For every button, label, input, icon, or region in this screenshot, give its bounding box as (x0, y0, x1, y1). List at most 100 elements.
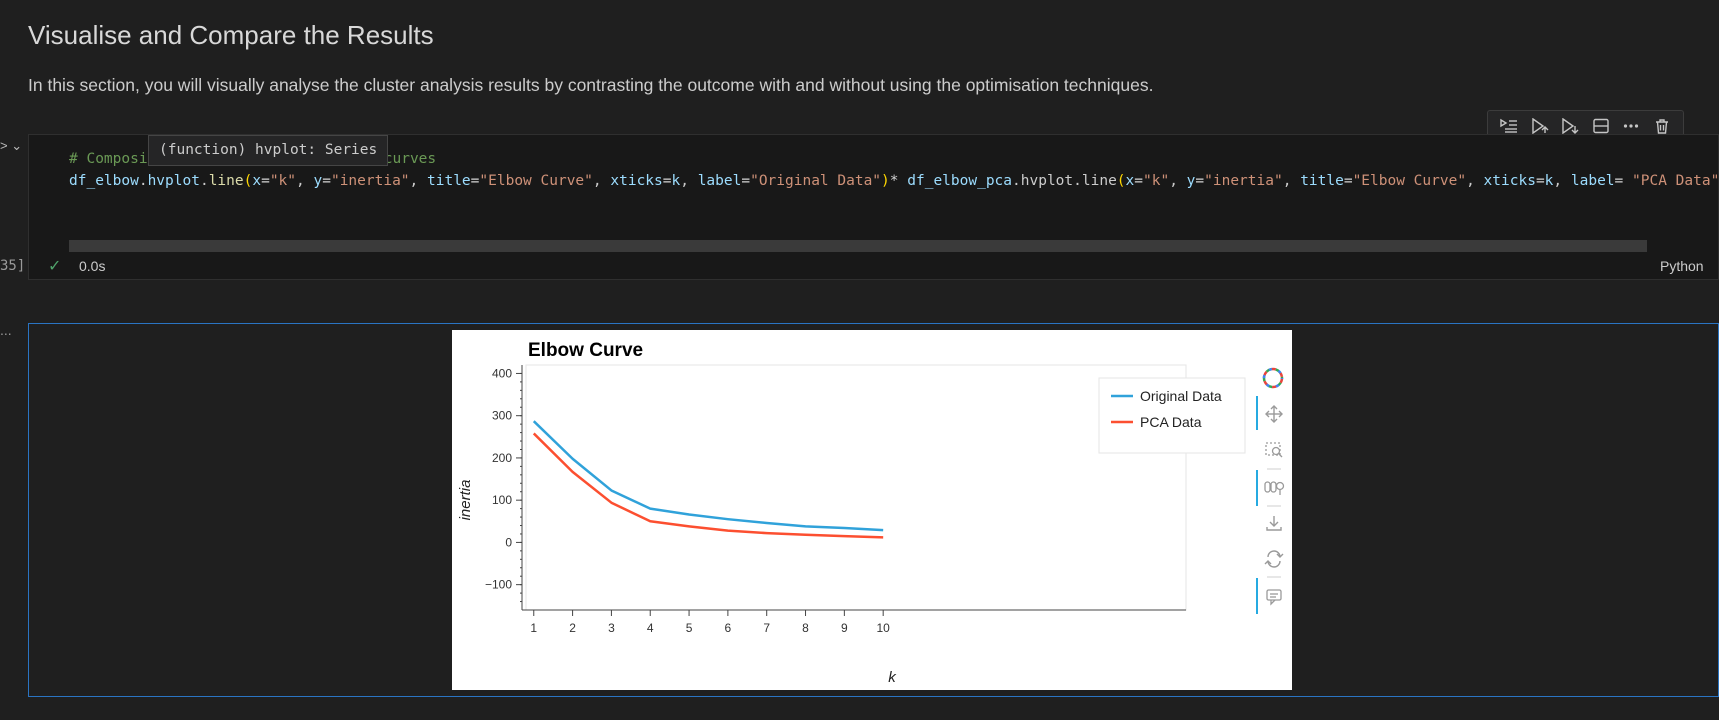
code-token: , (409, 173, 428, 189)
code-token: , (1169, 173, 1187, 189)
more-icon[interactable] (1619, 115, 1643, 137)
code-token: . (199, 173, 209, 189)
x-tick-label: 8 (802, 621, 809, 635)
code-token: df_elbow (69, 173, 139, 189)
y-tick-label: 0 (505, 535, 512, 549)
cell-collapse-chevron-icon[interactable]: > ⌄ (0, 138, 23, 153)
x-tick-label: 6 (725, 621, 732, 635)
execution-count: 35] (0, 258, 26, 274)
chart-axes: −100 0 100 200 300 400 1 2 3 4 5 6 7 8 9 10 (485, 364, 1187, 635)
code-token: , (1282, 173, 1301, 189)
code-token: , (296, 173, 314, 189)
delete-icon[interactable] (1650, 115, 1674, 137)
code-token: , (680, 173, 698, 189)
hover-tooltip: (function) hvplot: Series (148, 135, 389, 166)
bokeh-logo-icon[interactable] (1262, 367, 1284, 389)
y-tick-label: 300 (492, 409, 512, 423)
y-tick-label: −100 (485, 578, 512, 592)
execution-time: 0.0s (79, 258, 106, 274)
plot-container[interactable]: Elbow Curve −100 0 100 200 300 400 1 2 3 4 5 6 7 8 9 10… (452, 330, 1292, 690)
code-line-2: df_elbow.hvplot.line(x="k", y="inertia",… (69, 173, 1719, 189)
chart-legend[interactable]: Original Data PCA Data (1098, 377, 1246, 454)
code-token: xticks (1483, 173, 1536, 189)
code-token: y (1186, 173, 1196, 189)
code-token: "PCA Data" (1632, 173, 1719, 189)
run-by-line-icon[interactable] (1497, 115, 1521, 137)
x-tick-label: 9 (841, 621, 848, 635)
y-tick-label: 400 (492, 366, 512, 380)
code-token: "Elbow Curve" (479, 173, 593, 189)
code-token: "k" (1143, 173, 1170, 189)
code-token: hvplot (1020, 173, 1074, 189)
x-tick-label: 2 (569, 621, 576, 635)
code-token: xticks (610, 173, 663, 189)
code-token: label (1570, 173, 1615, 189)
x-tick-label: 1 (530, 621, 537, 635)
code-token-hovered[interactable]: hvplot (147, 173, 200, 189)
code-token: ) (881, 173, 890, 189)
x-tick-label: 4 (647, 621, 654, 635)
code-token: . (1012, 173, 1021, 189)
code-token: . (1073, 173, 1082, 189)
code-token: df_elbow_pca (907, 173, 1013, 189)
code-cell[interactable]: # Composi ow curves df_elbow.hvplot.line(… (28, 134, 1719, 280)
split-cell-icon[interactable] (1589, 115, 1613, 137)
code-token: title (427, 173, 471, 189)
wheel-zoom-icon[interactable] (1264, 481, 1285, 495)
hover-icon[interactable] (1266, 589, 1282, 606)
cell-language-label[interactable]: Python (1660, 258, 1704, 274)
code-token: ( (1116, 173, 1126, 189)
save-icon[interactable] (1266, 516, 1282, 531)
code-token: = (1343, 173, 1353, 189)
code-token: k (671, 173, 681, 189)
code-token: = (261, 173, 270, 189)
markdown-heading: Visualise and Compare the Results (28, 20, 434, 50)
code-token: , (1466, 173, 1484, 189)
code-comment: # Composi (69, 151, 148, 167)
code-token: "inertia" (330, 173, 410, 189)
legend-label: Original Data (1140, 388, 1222, 404)
legend-box (1098, 377, 1246, 454)
code-token: x (252, 173, 262, 189)
x-tick-label: 7 (763, 621, 770, 635)
output-more-icon[interactable]: ... (0, 322, 12, 338)
chart-series (532, 420, 884, 539)
elbow-chart[interactable]: Elbow Curve −100 0 100 200 300 400 1 2 3 4 5 6 7 8 9 10… (452, 330, 1292, 690)
code-token: "Elbow Curve" (1352, 173, 1467, 189)
code-token: . (138, 173, 148, 189)
code-token: = (662, 173, 672, 189)
code-token: = (741, 173, 751, 189)
series-line (532, 420, 884, 532)
code-token: = (1535, 173, 1545, 189)
code-token: line (1081, 173, 1117, 189)
x-tick-label: 3 (608, 621, 615, 635)
execute-below-icon[interactable] (1558, 115, 1582, 137)
code-token: y (313, 173, 323, 189)
code-token: ( (243, 173, 253, 189)
code-token: = (1614, 173, 1632, 189)
code-token: x (1125, 173, 1135, 189)
code-token: = (322, 173, 331, 189)
code-token: , (592, 173, 611, 189)
y-tick-label: 200 (492, 451, 512, 465)
box-zoom-icon[interactable] (1265, 442, 1283, 458)
bokeh-toolbar (1256, 367, 1285, 614)
pan-icon[interactable] (1265, 405, 1283, 423)
execute-above-icon[interactable] (1528, 115, 1552, 137)
code-token: * (889, 173, 908, 189)
code-token: = (470, 173, 480, 189)
code-token: "Original Data" (750, 173, 882, 189)
y-axis-label: inertia (457, 480, 474, 521)
reset-icon[interactable] (1264, 550, 1284, 568)
code-token: "inertia" (1204, 173, 1283, 189)
series-line (532, 432, 884, 539)
x-axis-label: k (888, 669, 897, 686)
code-token: = (1134, 173, 1143, 189)
markdown-paragraph: In this section, you will visually analy… (28, 75, 1154, 95)
code-token: , (1553, 173, 1571, 189)
x-tick-label: 5 (686, 621, 693, 635)
code-token: line (208, 173, 244, 189)
code-token: = (1195, 173, 1205, 189)
code-token: k (1544, 173, 1554, 189)
plot-frame (525, 364, 1187, 611)
